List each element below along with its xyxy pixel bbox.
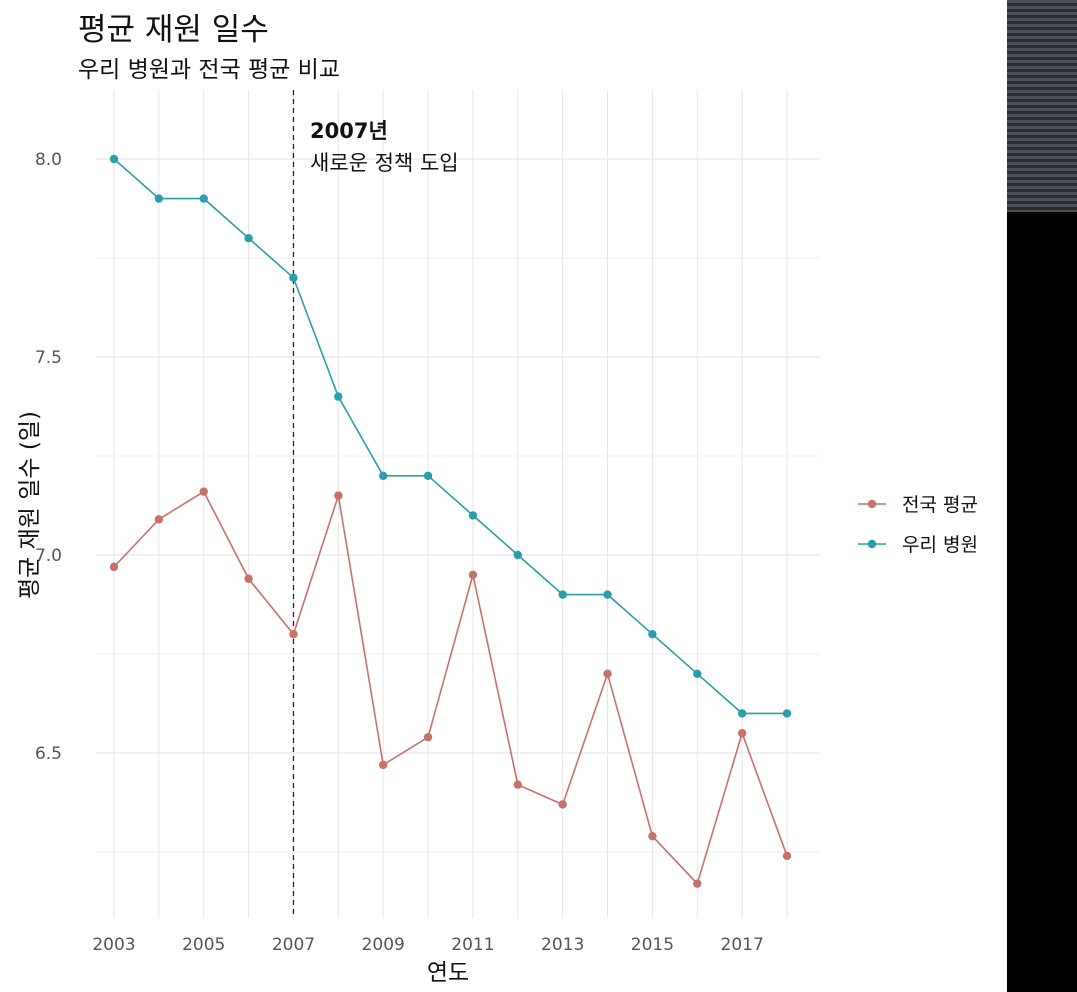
striped-panel-texture bbox=[1007, 0, 1077, 212]
data-point bbox=[513, 780, 522, 789]
x-tick-label: 2013 bbox=[541, 935, 584, 955]
y-axis-title: 평균 재원 일수 (일) bbox=[17, 411, 43, 599]
x-tick-label: 2005 bbox=[182, 935, 225, 955]
data-point bbox=[558, 800, 567, 809]
x-tick-label: 2009 bbox=[362, 935, 405, 955]
data-point bbox=[513, 550, 522, 560]
data-point bbox=[379, 760, 388, 770]
series-line-1 bbox=[113, 490, 788, 886]
data-point bbox=[109, 562, 119, 572]
data-point bbox=[334, 491, 343, 500]
data-point bbox=[558, 590, 567, 599]
data-point bbox=[289, 273, 298, 282]
dark-side-panel bbox=[1007, 0, 1077, 992]
data-point bbox=[154, 194, 164, 203]
data-point bbox=[737, 709, 747, 718]
y-tick-label: 8.0 bbox=[35, 150, 62, 170]
chart-title: 평균 재원 일수 bbox=[78, 12, 269, 48]
legend-label: 전국 평균 bbox=[902, 494, 978, 516]
x-tick-label: 2015 bbox=[631, 935, 674, 955]
x-tick-label: 2007 bbox=[272, 935, 315, 955]
annotation-year: 2007년 bbox=[310, 119, 388, 143]
chart-subtitle: 우리 병원과 전국 평균 비교 bbox=[78, 57, 341, 83]
series-line-2 bbox=[113, 158, 787, 715]
x-tick-label: 2011 bbox=[451, 935, 494, 955]
data-point bbox=[648, 831, 657, 841]
data-point bbox=[244, 234, 253, 243]
legend-key-point bbox=[867, 539, 877, 549]
data-point bbox=[782, 851, 792, 861]
data-point bbox=[603, 590, 612, 599]
data-point bbox=[109, 154, 119, 164]
data-point bbox=[648, 630, 657, 639]
data-point bbox=[693, 879, 702, 888]
data-point bbox=[154, 515, 164, 524]
data-point bbox=[199, 487, 208, 496]
y-tick-label: 6.5 bbox=[35, 744, 62, 764]
data-point bbox=[423, 732, 433, 742]
x-tick-label: 2003 bbox=[92, 935, 135, 955]
y-tick-label: 7.0 bbox=[35, 546, 62, 566]
legend-key-point bbox=[867, 499, 877, 509]
data-point bbox=[289, 630, 298, 639]
data-point bbox=[423, 471, 433, 480]
data-point bbox=[737, 729, 747, 738]
data-point bbox=[199, 194, 208, 203]
data-point bbox=[603, 669, 612, 678]
legend-label: 우리 병원 bbox=[902, 534, 978, 556]
annotation-text: 새로운 정책 도입 bbox=[310, 151, 459, 175]
x-axis-title: 연도 bbox=[427, 960, 469, 986]
data-point bbox=[468, 511, 478, 520]
y-tick-label: 7.5 bbox=[35, 348, 62, 368]
data-point bbox=[244, 574, 253, 583]
x-tick-label: 2017 bbox=[721, 935, 764, 955]
data-point bbox=[379, 471, 388, 480]
data-point bbox=[468, 570, 478, 579]
data-point bbox=[693, 669, 702, 678]
line-chart: 6.5 7.0 7.5 8.0 2003 2005 2007 2009 2011 2013 2015… bbox=[17, 90, 978, 986]
data-point bbox=[782, 709, 792, 718]
data-point bbox=[334, 392, 343, 401]
